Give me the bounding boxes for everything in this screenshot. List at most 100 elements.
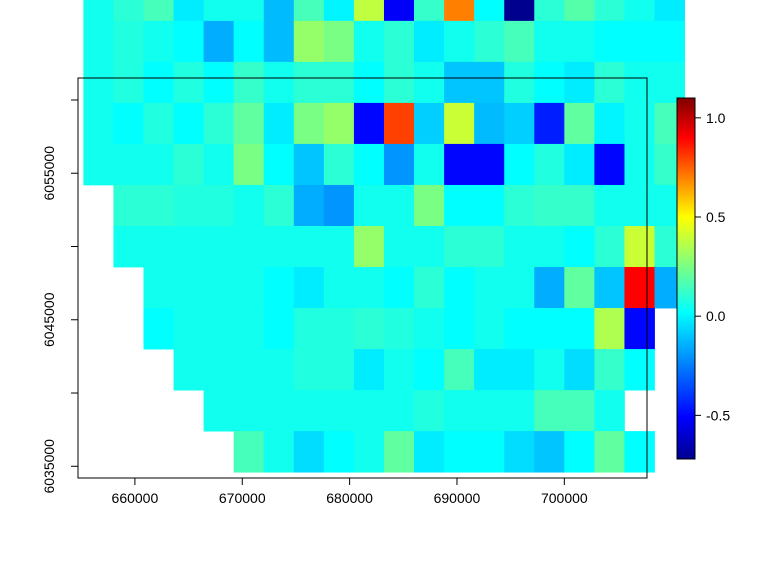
heatmap-cell [353, 431, 385, 473]
heatmap-cell [534, 390, 565, 432]
heatmap-cell [594, 0, 625, 22]
heatmap-cell [504, 267, 535, 309]
heatmap-cell [323, 143, 355, 186]
heatmap-cell [564, 61, 595, 104]
heatmap-cell [293, 267, 325, 309]
heatmap-cell [383, 390, 415, 432]
heatmap-cell [293, 308, 325, 350]
heatmap-cell [414, 349, 445, 391]
heatmap-cell [534, 184, 565, 227]
heatmap-cell [353, 20, 385, 63]
heatmap-cell [474, 390, 505, 432]
heatmap-cell [83, 0, 114, 22]
heatmap-cell [414, 20, 445, 63]
heatmap-cell [414, 102, 445, 145]
heatmap-cell [233, 390, 265, 432]
heatmap-cell [143, 225, 174, 268]
heatmap-cell [113, 102, 144, 145]
heatmap-cell [293, 390, 325, 432]
heatmap-cell [143, 61, 174, 104]
heatmap-cell [293, 0, 325, 22]
heatmap-cell [594, 143, 625, 186]
heatmap-cell [323, 349, 355, 391]
heatmap-cell [534, 0, 565, 22]
heatmap-cell [293, 184, 325, 227]
heatmap-cell [263, 390, 295, 432]
heatmap-cell [353, 0, 385, 22]
heatmap-cell [293, 143, 325, 186]
x-tick-label: 680000 [326, 490, 373, 506]
heatmap-cell [383, 225, 415, 268]
heatmap-cell [233, 0, 265, 22]
heatmap-cell [233, 102, 265, 145]
heatmap-cell [383, 102, 415, 145]
colorbar-ticks: 1.0 0.5 0.0 -0.5 [695, 110, 730, 423]
heatmap-cell [263, 184, 295, 227]
heatmap-cell [173, 267, 205, 309]
heatmap-cell [233, 143, 265, 186]
heatmap-cell [534, 61, 565, 104]
y-tick-label: 6045000 [41, 292, 57, 347]
heatmap-cell [83, 102, 114, 145]
heatmap-cell [654, 0, 685, 22]
heatmap-cell [383, 20, 415, 63]
heatmap-cell [414, 267, 445, 309]
heatmap-cell [414, 308, 445, 350]
heatmap-cell [203, 20, 235, 63]
heatmap-cell [263, 20, 295, 63]
heatmap-cell [173, 349, 205, 391]
heatmap-cells [83, 0, 685, 473]
heatmap-cell [534, 349, 565, 391]
heatmap-cell [624, 102, 655, 145]
heatmap-cell [594, 308, 625, 350]
heatmap-cell [203, 225, 235, 268]
heatmap-cell [444, 0, 475, 22]
heatmap-cell [624, 61, 655, 104]
heatmap-cell [353, 61, 385, 104]
heatmap-cell [594, 267, 625, 309]
heatmap-cell [534, 20, 565, 63]
heatmap-cell [594, 349, 625, 391]
heatmap-cell [293, 349, 325, 391]
heatmap-cell [383, 308, 415, 350]
heatmap-cell [293, 225, 325, 268]
heatmap-cell [474, 143, 505, 186]
heatmap-cell [624, 267, 655, 309]
heatmap-cell [444, 267, 475, 309]
heatmap-cell [654, 20, 685, 63]
heatmap-cell [263, 143, 295, 186]
heatmap-cell [474, 102, 505, 145]
colorbar-tick-label: 0.5 [706, 209, 726, 225]
heatmap-cell [173, 102, 205, 145]
heatmap-cell [143, 20, 174, 63]
heatmap-cell [624, 225, 655, 268]
y-tick-label: 6055000 [41, 146, 57, 201]
heatmap-cell [263, 0, 295, 22]
heatmap-cell [233, 225, 265, 268]
heatmap-cell [504, 0, 535, 22]
heatmap-cell [534, 431, 565, 473]
heatmap-cell [534, 267, 565, 309]
plot-frame [77, 77, 648, 479]
heatmap-cell [323, 390, 355, 432]
colorbar-tick-label: 0.0 [706, 308, 726, 324]
heatmap-cell [444, 431, 475, 473]
heatmap-cell [203, 308, 235, 350]
heatmap-cell [173, 143, 205, 186]
heatmap-cell [564, 390, 595, 432]
heatmap-cell [534, 225, 565, 268]
heatmap-cell [624, 20, 655, 63]
heatmap-cell [474, 308, 505, 350]
heatmap-cell [233, 61, 265, 104]
heatmap-cell [474, 61, 505, 104]
heatmap-cell [353, 184, 385, 227]
heatmap-cell [504, 61, 535, 104]
heatmap-cell [173, 0, 205, 22]
heatmap-cell [293, 102, 325, 145]
heatmap-cell [383, 0, 415, 22]
heatmap-cell [624, 143, 655, 186]
heatmap-cell [263, 61, 295, 104]
heatmap-cell [233, 431, 265, 473]
heatmap-cell [534, 143, 565, 186]
heatmap-cell [383, 267, 415, 309]
